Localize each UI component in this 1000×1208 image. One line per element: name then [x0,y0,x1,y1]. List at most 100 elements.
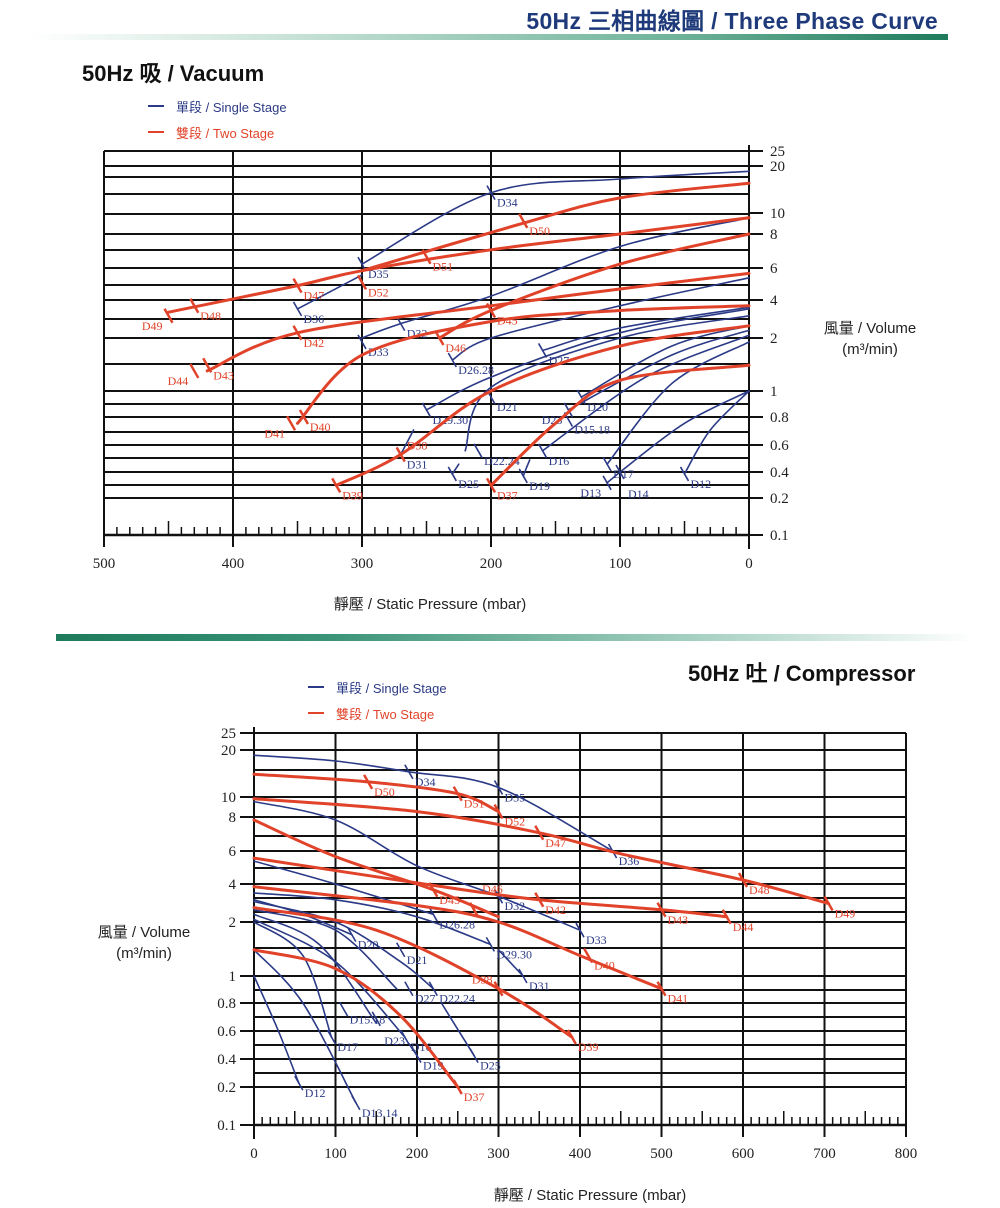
model-label-D45: D45 [439,893,460,907]
model-marker [285,415,297,431]
curve-D42 [205,271,751,373]
model-marker [656,902,667,918]
legend-single-stage-label: 單段 / Single Stage [176,99,287,115]
series-D12: D12 [253,975,326,1100]
series-D27: D27 [253,909,436,1006]
y-tick-label: 2 [229,915,237,931]
vacuum-y-axis-label: 風量 / Volume [823,320,917,337]
model-marker [371,1011,381,1027]
y-tick-label: 4 [229,877,237,893]
x-tick-label: 200 [406,1146,429,1162]
model-label-D26.28: D26.28 [458,363,494,377]
model-marker [428,906,438,922]
model-marker [347,927,357,943]
curve-D16 [253,918,406,1038]
model-marker [537,443,548,459]
model-marker [485,937,496,952]
vacuum-y-axis-unit: (m³/min) [842,341,898,358]
model-label-D20: D20 [358,938,379,952]
curve-D40 [252,885,663,991]
series-D23: D15.18 D23 [253,913,405,1048]
model-marker [298,409,310,425]
model-label-D23: D23 [384,1034,405,1048]
model-label-D49: D49 [835,907,856,921]
series-D13: D13 [580,471,621,500]
x-tick-label: 0 [250,1146,258,1162]
curve-D13.14 [253,949,357,1104]
x-tick-label: 100 [324,1146,347,1162]
x-tick-label: 800 [895,1146,918,1162]
series-D37: D37 [485,363,751,502]
curve-D14 [619,390,750,473]
y-tick-label: 0.4 [217,1052,236,1068]
model-label-D33: D33 [586,933,607,947]
model-marker [566,1029,577,1045]
model-label-D46: D46 [445,341,466,355]
model-label-D26.28: D26.28 [439,917,475,931]
model-label-D47: D47 [545,836,566,850]
series-D40: D40 D41 [264,304,751,440]
compressor-x-axis-title: 靜壓 / Static Pressure (mbar) [493,1187,687,1204]
model-label-D44: D44 [168,374,189,388]
curve-D23 [253,913,378,1024]
x-tick-label: 400 [222,556,245,572]
model-label-D13: D13 [580,486,601,500]
model-label-D12: D12 [305,1086,326,1100]
model-marker [486,185,496,201]
curve-D27 [541,306,750,352]
legend-two-stage-label: 雙段 / Two Stage [176,125,275,141]
series-D40: D40 D41 [252,885,688,1006]
model-marker [404,981,414,997]
model-label-D19: D19 [529,479,550,493]
model-marker [189,298,200,314]
curve-D29.30 [253,892,492,946]
model-marker [518,468,528,484]
model-label-D38: D38 [472,973,493,987]
y-tick-label: 1 [229,969,237,985]
model-label-D21: D21 [407,953,428,967]
model-label-D40: D40 [594,959,615,973]
x-tick-label: 400 [569,1146,592,1162]
single-stage-swatch-icon [148,105,164,107]
y-tick-label: 20 [770,159,785,175]
compressor-legend: 單段 / Single Stage 雙段 / Two Stage [308,674,447,726]
x-tick-label: 0 [745,556,753,572]
series-D37: D37 [252,948,484,1104]
curve-D16 [541,334,750,452]
curve-D32 [253,800,581,931]
model-label-D52: D52 [505,815,526,829]
model-marker [189,363,200,379]
model-marker [331,477,342,493]
model-marker [351,1095,361,1111]
curve-D42 [252,856,729,919]
model-label-D39: D39 [342,488,363,502]
model-marker [338,1001,349,1017]
series-D42: D42 D43 D44 [252,856,753,934]
model-marker [656,981,667,997]
y-tick-label: 6 [770,261,778,277]
model-marker [428,981,438,997]
y-tick-label: 0.6 [770,438,789,454]
y-tick-label: 0.4 [770,465,789,481]
curve-D37 [489,363,751,487]
model-marker [326,1029,337,1045]
model-label-D38: D38 [407,439,428,453]
model-marker [679,466,690,482]
curve-D34 [361,170,750,265]
model-label-D42: D42 [545,903,566,917]
model-marker [469,1048,479,1064]
model-label-D13.14: D13.14 [362,1106,398,1120]
model-label-D36: D36 [304,312,325,326]
curve-D17 [253,921,333,1038]
series-D47: D47 D48 D49 [142,216,751,333]
model-marker [452,786,463,802]
legend-two-stage: 雙段 / Two Stage [308,700,447,726]
curve-D21 [253,900,435,990]
model-label-D50: D50 [374,785,395,799]
model-marker [602,475,612,491]
model-label-D15.18: D15.18 [574,423,610,437]
model-label-D32: D32 [505,899,526,913]
y-tick-label: 2 [770,331,778,347]
model-label-D14: D14 [628,487,649,501]
